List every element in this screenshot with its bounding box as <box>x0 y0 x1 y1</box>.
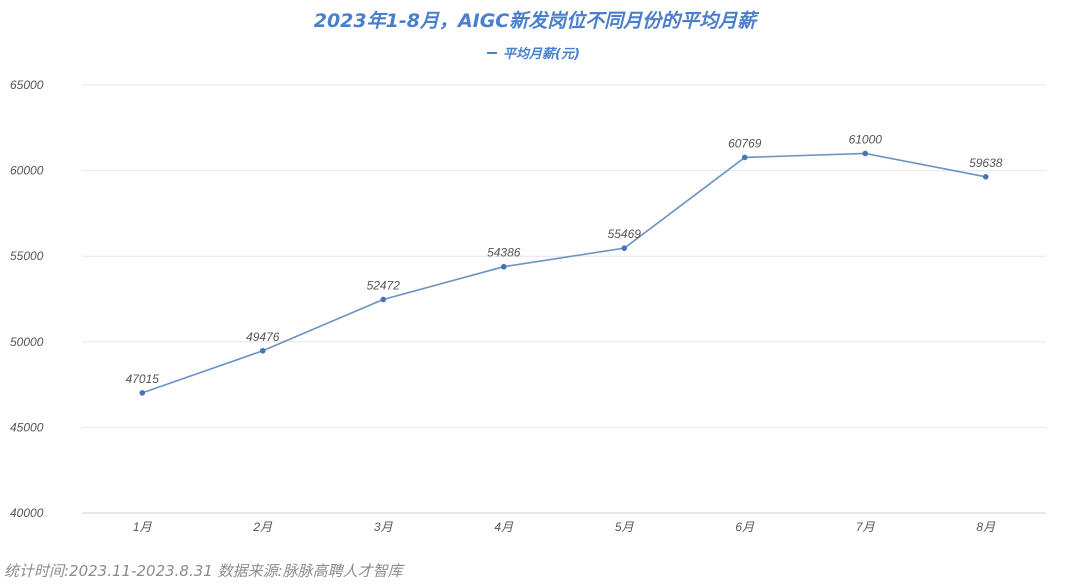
chart-title: 2023年1-8月，AIGC新发岗位不同月份的平均月薪 <box>314 10 761 32</box>
y-tick-label: 50000 <box>10 335 44 349</box>
series-layer: 47015 49476 52472 54386 55469 60769 61000 59638 <box>126 132 1003 396</box>
y-tick-label: 40000 <box>10 506 44 520</box>
data-label: 49476 <box>246 330 280 344</box>
y-tick-label: 65000 <box>10 78 44 92</box>
y-tick-label: 55000 <box>10 249 44 263</box>
x-tick-label: 2月 <box>252 520 273 534</box>
data-point <box>139 390 146 396</box>
source-footnote: 统计时间:2023.11-2023.8.31 数据来源:脉脉高聘人才智库 <box>4 562 403 580</box>
data-point <box>741 154 748 161</box>
series-line <box>141 152 986 394</box>
data-point <box>500 263 507 270</box>
data-label: 47015 <box>126 372 160 386</box>
x-tick-label: 6月 <box>735 520 755 534</box>
x-tick-label: 8月 <box>976 520 996 534</box>
y-axis: 40000 45000 50000 55000 60000 65000 <box>10 78 44 520</box>
y-tick-label: 60000 <box>10 164 44 178</box>
legend: 平均月薪(元) <box>487 46 580 62</box>
x-tick-label: 3月 <box>374 520 394 534</box>
y-tick-label: 45000 <box>10 420 44 434</box>
data-point <box>621 245 628 251</box>
data-point <box>380 296 387 303</box>
legend-label: 平均月薪(元) <box>503 46 580 62</box>
grid-lines <box>82 84 1046 514</box>
x-tick-label: 5月 <box>615 520 635 534</box>
x-tick-label: 7月 <box>856 520 876 534</box>
data-point <box>982 173 989 180</box>
data-label: 61000 <box>849 132 883 146</box>
x-tick-label: 1月 <box>133 520 153 534</box>
data-label: 60769 <box>728 136 762 150</box>
data-label: 54386 <box>487 246 521 260</box>
data-label: 59638 <box>969 156 1003 170</box>
x-axis: 1月 2月 3月 4月 5月 6月 7月 8月 <box>133 520 996 534</box>
data-label: 55469 <box>608 227 642 241</box>
data-label: 52472 <box>367 278 401 292</box>
data-point <box>862 150 869 157</box>
data-point <box>259 347 266 354</box>
x-tick-label: 4月 <box>494 520 514 534</box>
